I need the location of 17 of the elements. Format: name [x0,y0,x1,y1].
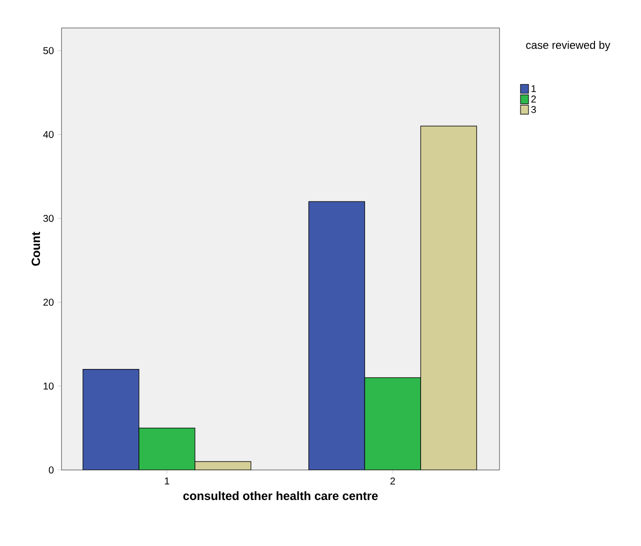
y-axis-title: Count [32,232,40,266]
bar [308,201,366,470]
y-tick-label: 0 [48,466,54,474]
legend-label: 2 [531,96,536,102]
legend-label: 1 [532,85,536,92]
y-tick-label: 20 [43,298,54,306]
y-tick-label: 10 [44,382,54,390]
y-tick-label: 50 [43,47,54,54]
legend-label: 3 [531,106,536,114]
y-tick-label: 40 [43,130,54,138]
bar [82,369,140,470]
legend-title: case reviewed by [526,40,610,52]
x-axis-title: consulted other health care centre [183,491,378,500]
bar [364,377,422,470]
y-tick-label: 30 [43,214,54,222]
bar [138,428,196,470]
bar [420,126,478,470]
